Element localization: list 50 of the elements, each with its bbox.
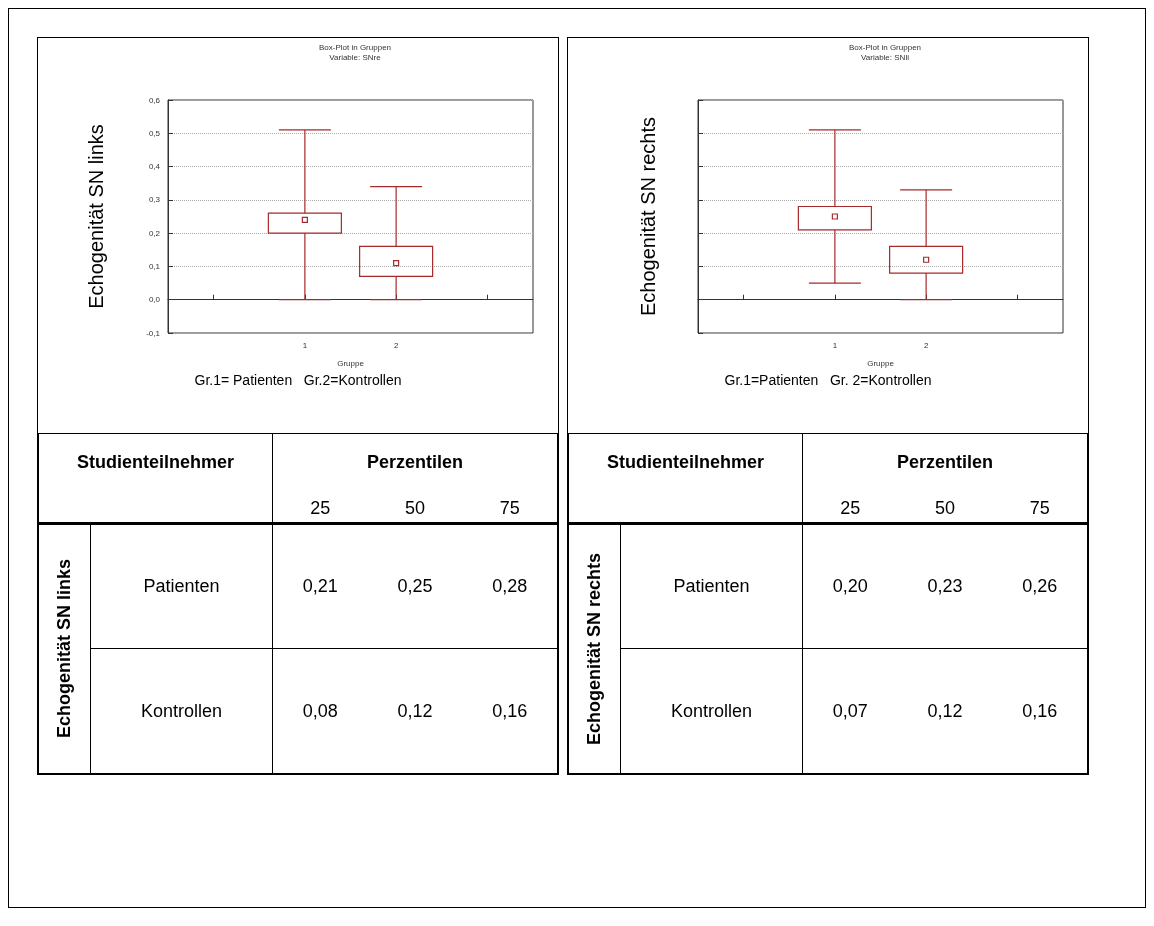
text: Echogenität SN rechts bbox=[584, 552, 605, 746]
text: Studienteilnehmer bbox=[38, 433, 273, 524]
text: 0,20 bbox=[802, 523, 898, 649]
text: Kontrollen bbox=[90, 648, 273, 774]
text: 0,16 bbox=[462, 648, 558, 774]
y-tick-label: -0,1 bbox=[146, 328, 161, 338]
text: 0,25 bbox=[367, 523, 463, 649]
text: Kontrollen bbox=[620, 648, 803, 774]
text: 0,07 bbox=[802, 648, 898, 774]
text: Patienten bbox=[90, 523, 273, 649]
chart-title: Box-Plot in Gruppen bbox=[318, 42, 392, 52]
text: Perzentilen bbox=[896, 451, 994, 474]
text: 0,21 bbox=[272, 523, 368, 649]
text: 0,26 bbox=[992, 523, 1088, 649]
y-tick-label: 0,2 bbox=[148, 228, 161, 238]
x-tick-label: 1 bbox=[832, 340, 838, 350]
text: 0,28 bbox=[462, 523, 558, 649]
y-tick-label: 0,4 bbox=[148, 162, 161, 172]
y-tick-label: 0,1 bbox=[148, 261, 161, 271]
x-tick-label: 2 bbox=[393, 340, 399, 350]
text: 75 bbox=[1029, 498, 1050, 519]
text: 50 bbox=[404, 498, 425, 519]
text: Perzentilen bbox=[366, 451, 464, 474]
text: 0,12 bbox=[367, 648, 463, 774]
x-tick-label: 2 bbox=[923, 340, 929, 350]
text: Echogenität SN links bbox=[54, 559, 75, 739]
text: Gr.1=Patienten Gr. 2=Kontrollen bbox=[724, 372, 932, 388]
text: Studienteilnehmer bbox=[568, 433, 803, 524]
chart-subtitle: Variable: SNre bbox=[329, 52, 382, 62]
text: 75 bbox=[499, 498, 520, 519]
y-tick-label: 0,5 bbox=[148, 128, 161, 138]
text: 0,23 bbox=[897, 523, 993, 649]
chart-title: Box-Plot in Gruppen bbox=[848, 42, 922, 52]
y-tick-label: 0,0 bbox=[148, 295, 161, 305]
y-axis-title: Echogenität SN links bbox=[85, 124, 107, 309]
text: 25 bbox=[310, 498, 331, 519]
text: Gr.1= Patienten Gr.2=Kontrollen bbox=[194, 372, 402, 388]
y-tick-label: 0,3 bbox=[148, 195, 161, 205]
x-tick-label: 1 bbox=[302, 340, 308, 350]
text: 0,12 bbox=[897, 648, 993, 774]
chart-subtitle: Variable: SNli bbox=[861, 52, 910, 62]
x-axis-title: Gruppe bbox=[337, 358, 365, 368]
text: Patienten bbox=[620, 523, 803, 649]
y-tick-label: 0,6 bbox=[148, 95, 161, 105]
y-axis-title: Echogenität SN rechts bbox=[637, 117, 659, 316]
x-axis-title: Gruppe bbox=[867, 358, 895, 368]
text: 0,16 bbox=[992, 648, 1088, 774]
text: 50 bbox=[934, 498, 955, 519]
text: 0,08 bbox=[272, 648, 368, 774]
text: 25 bbox=[840, 498, 861, 519]
